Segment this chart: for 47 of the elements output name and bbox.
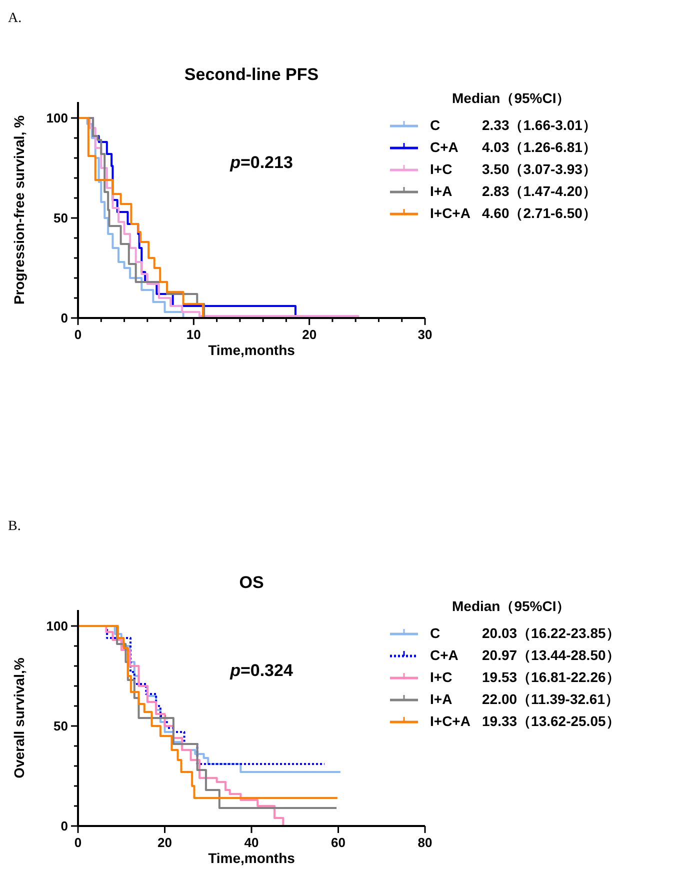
y-tick-label: 50	[54, 718, 68, 734]
x-axis-title: Time,months	[208, 850, 296, 866]
legend-label: C+A	[430, 139, 458, 155]
x-tick-label: 20	[158, 835, 172, 850]
text: 20.97（13.44-28.50）	[482, 647, 620, 663]
x-tick-label: 80	[418, 835, 432, 850]
text: 19.53（16.81-22.26）	[482, 669, 620, 685]
legend-title: Median（95%CI）	[452, 90, 570, 106]
x-tick-label: 0	[74, 327, 82, 342]
text: 20.03（16.22-23.85）	[482, 625, 620, 641]
chart-title: OS	[239, 573, 264, 592]
annotation: p=0.324	[229, 661, 294, 680]
text: A.	[8, 11, 22, 26]
y-axis-title: Progression-free survival, %	[11, 114, 27, 305]
y-tick-label: 0	[60, 310, 68, 326]
legend-label: I+C+A	[430, 205, 470, 221]
x-tick-label: 60	[331, 835, 346, 850]
x-tick-label: 20	[302, 327, 317, 342]
y-tick-label: 100	[46, 110, 68, 126]
legend-title: Median（95%CI）	[452, 598, 570, 614]
text: 19.33（13.62-25.05）	[482, 713, 620, 729]
x-tick-label: 30	[418, 327, 432, 342]
text: 4.03（1.26-6.81）	[482, 139, 596, 155]
text: 3.50（3.07-3.93）	[482, 161, 596, 177]
x-tick-label: 10	[186, 327, 201, 342]
annotation: p=0.213	[229, 153, 293, 172]
legend-label: I+C+A	[430, 713, 470, 729]
legend-label: I+A	[430, 183, 452, 199]
y-tick-label: 100	[46, 618, 68, 634]
y-tick-label: 50	[54, 210, 68, 226]
y-axis-title: Overall survival,%	[11, 657, 27, 778]
text: 2.33（1.66-3.01）	[482, 117, 596, 133]
chart-title: Second-line PFS	[184, 65, 319, 84]
text: 22.00（11.39-32.61）	[482, 691, 619, 707]
x-tick-label: 40	[244, 835, 259, 850]
x-tick-label: 0	[74, 835, 82, 850]
legend-label: I+C	[430, 161, 452, 177]
x-axis-title: Time,months	[208, 342, 296, 358]
legend-label: I+C	[430, 669, 452, 685]
legend-label: I+A	[430, 691, 452, 707]
text: B.	[8, 519, 21, 534]
legend-label: C	[430, 625, 440, 641]
legend-label: C	[430, 117, 440, 133]
legend-label: C+A	[430, 647, 458, 663]
text: 2.83（1.47-4.20）	[482, 183, 596, 199]
y-tick-label: 0	[60, 818, 68, 834]
text: 4.60（2.71-6.50）	[482, 205, 596, 221]
